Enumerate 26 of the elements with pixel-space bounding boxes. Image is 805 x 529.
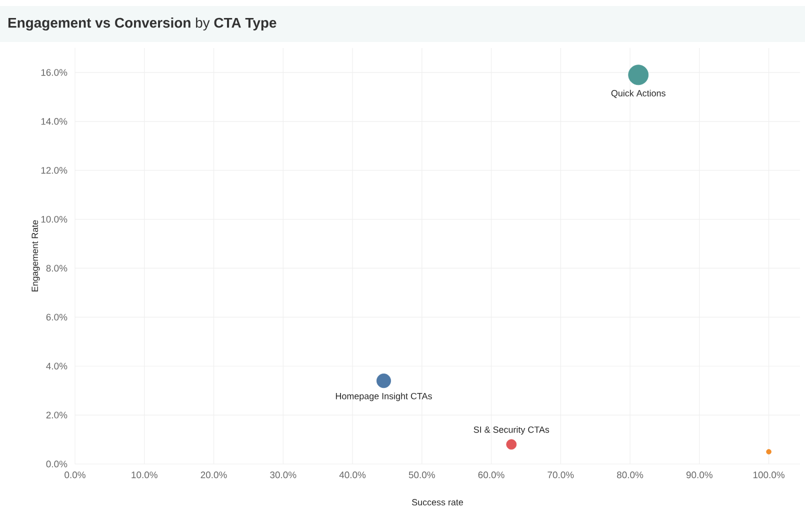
x-tick-label: 50.0% (408, 472, 435, 478)
y-tick-label: 10.0% (41, 216, 68, 223)
x-tick-label: 80.0% (617, 472, 644, 478)
x-tick-label: 30.0% (270, 472, 296, 478)
x-tick-label: 60.0% (478, 472, 504, 478)
x-tick-label: 20.0% (200, 472, 227, 478)
y-tick-label: 12.0% (41, 167, 68, 174)
x-tick-label: 100.0% (753, 472, 784, 478)
x-tick-label: 70.0% (548, 472, 574, 478)
y-tick-label: 16.0% (41, 69, 68, 76)
series-label: SI & Security CTAs (474, 426, 550, 435)
y-tick-label: 2.0% (46, 412, 68, 418)
chart-title: Engagement vs Conversion by CTA Type (8, 17, 276, 31)
x-tick-label: 90.0% (686, 472, 712, 478)
y-tick-label: 14.0% (41, 118, 68, 125)
x-tick-label: 10.0% (132, 472, 158, 478)
y-tick-label: 0.0% (46, 460, 68, 468)
x-tick-label: 40.0% (339, 472, 366, 478)
y-tick-label: 8.0% (46, 264, 68, 272)
series-label: Quick Actions (611, 90, 666, 98)
series-label: Homepage Insight CTAs (336, 392, 432, 402)
x-tick-label: 0.0% (64, 472, 86, 478)
y-tick-label: 4.0% (46, 362, 68, 370)
x-axis-title: Success rate (412, 499, 464, 506)
y-axis-title: Engagement Rate (32, 220, 40, 292)
y-tick-label: 6.0% (46, 314, 68, 321)
